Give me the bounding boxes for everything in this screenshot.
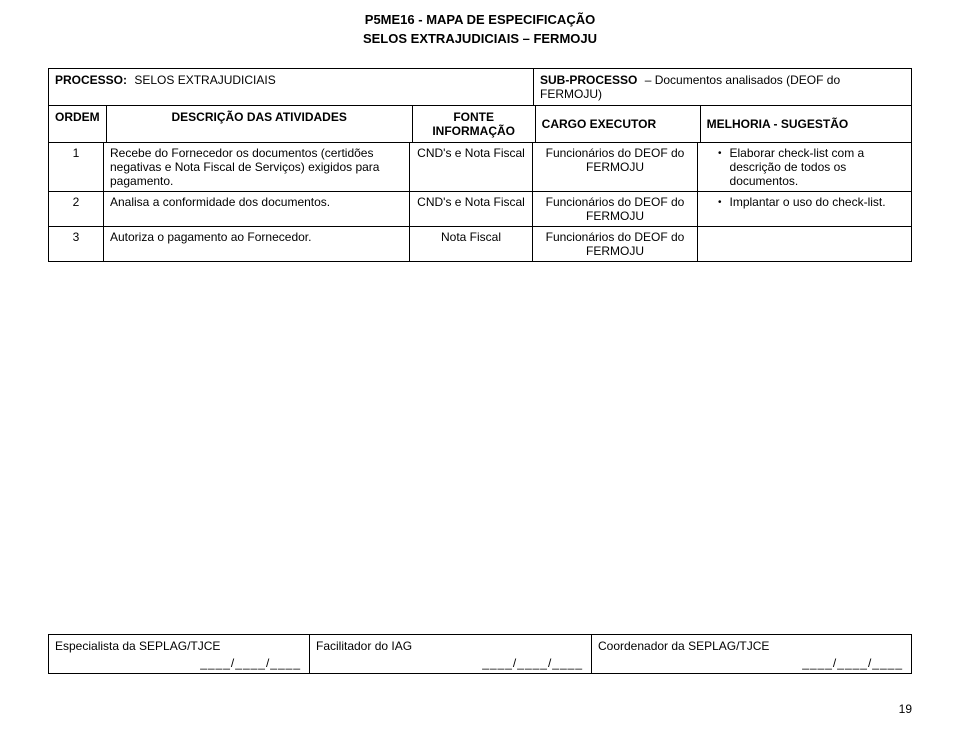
cell-fonte: CND's e Nota Fiscal xyxy=(410,143,533,192)
processo-label: PROCESSO: xyxy=(55,73,127,87)
bullet-icon: • xyxy=(718,195,722,211)
cell-cargo: Funcionários do DEOF do FERMOJU xyxy=(533,143,698,192)
cell-cargo: Funcionários do DEOF do FERMOJU xyxy=(533,227,698,262)
table-row: 3 Autoriza o pagamento ao Fornecedor. No… xyxy=(48,227,912,262)
processo-cell: PROCESSO: SELOS EXTRAJUDICIAIS xyxy=(48,68,533,106)
bullet-icon: • xyxy=(718,146,722,162)
processo-value: SELOS EXTRAJUDICIAIS xyxy=(134,73,275,87)
footer-date: ____/____/____ xyxy=(200,656,301,670)
cell-descricao: Autoriza o pagamento ao Fornecedor. xyxy=(104,227,410,262)
footer-coordenador: Coordenador da SEPLAG/TJCE ____/____/___… xyxy=(592,634,912,674)
cell-fonte: Nota Fiscal xyxy=(410,227,533,262)
col-cargo: CARGO EXECUTOR xyxy=(536,106,701,143)
cell-melhoria xyxy=(698,227,912,262)
cell-melhoria: • Elaborar check-list com a descrição de… xyxy=(698,143,912,192)
table-row: 1 Recebe do Fornecedor os documentos (ce… xyxy=(48,143,912,192)
header-row-2: ORDEM DESCRIÇÃO DAS ATIVIDADES FONTE INF… xyxy=(48,106,912,143)
footer-label: Facilitador do IAG xyxy=(316,639,412,653)
cell-ordem: 3 xyxy=(48,227,104,262)
cell-fonte: CND's e Nota Fiscal xyxy=(410,192,533,227)
footer-label: Coordenador da SEPLAG/TJCE xyxy=(598,639,769,653)
cell-descricao: Recebe do Fornecedor os documentos (cert… xyxy=(104,143,410,192)
cell-melhoria: • Implantar o uso do check-list. xyxy=(698,192,912,227)
table-row: 2 Analisa a conformidade dos documentos.… xyxy=(48,192,912,227)
footer-date: ____/____/____ xyxy=(482,656,583,670)
footer-facilitador: Facilitador do IAG ____/____/____ xyxy=(310,634,592,674)
header-row-1: PROCESSO: SELOS EXTRAJUDICIAIS SUB-PROCE… xyxy=(48,68,912,106)
cell-cargo: Funcionários do DEOF do FERMOJU xyxy=(533,192,698,227)
footer-label: Especialista da SEPLAG/TJCE xyxy=(55,639,220,653)
footer-table: Especialista da SEPLAG/TJCE ____/____/__… xyxy=(48,634,912,674)
subprocesso-label: SUB-PROCESSO xyxy=(540,73,637,87)
footer-date: ____/____/____ xyxy=(802,656,903,670)
title-sub: SELOS EXTRAJUDICIAIS – FERMOJU xyxy=(228,31,732,46)
cell-ordem: 1 xyxy=(48,143,104,192)
col-ordem: ORDEM xyxy=(48,106,107,143)
melhoria-text: Elaborar check-list com a descrição de t… xyxy=(730,146,905,188)
cell-ordem: 2 xyxy=(48,192,104,227)
title-main: P5ME16 - MAPA DE ESPECIFICAÇÃO xyxy=(228,12,732,27)
cell-descricao: Analisa a conformidade dos documentos. xyxy=(104,192,410,227)
page-number: 19 xyxy=(899,702,912,716)
subprocesso-cell: SUB-PROCESSO – Documentos analisados (DE… xyxy=(533,68,912,106)
col-melhoria: MELHORIA - SUGESTÃO xyxy=(701,106,912,143)
footer-especialista: Especialista da SEPLAG/TJCE ____/____/__… xyxy=(48,634,310,674)
col-descricao: DESCRIÇÃO DAS ATIVIDADES xyxy=(107,106,413,143)
melhoria-text: Implantar o uso do check-list. xyxy=(730,195,886,209)
col-fonte: FONTE INFORMAÇÃO xyxy=(413,106,536,143)
title-block: P5ME16 - MAPA DE ESPECIFICAÇÃO SELOS EXT… xyxy=(228,12,732,46)
